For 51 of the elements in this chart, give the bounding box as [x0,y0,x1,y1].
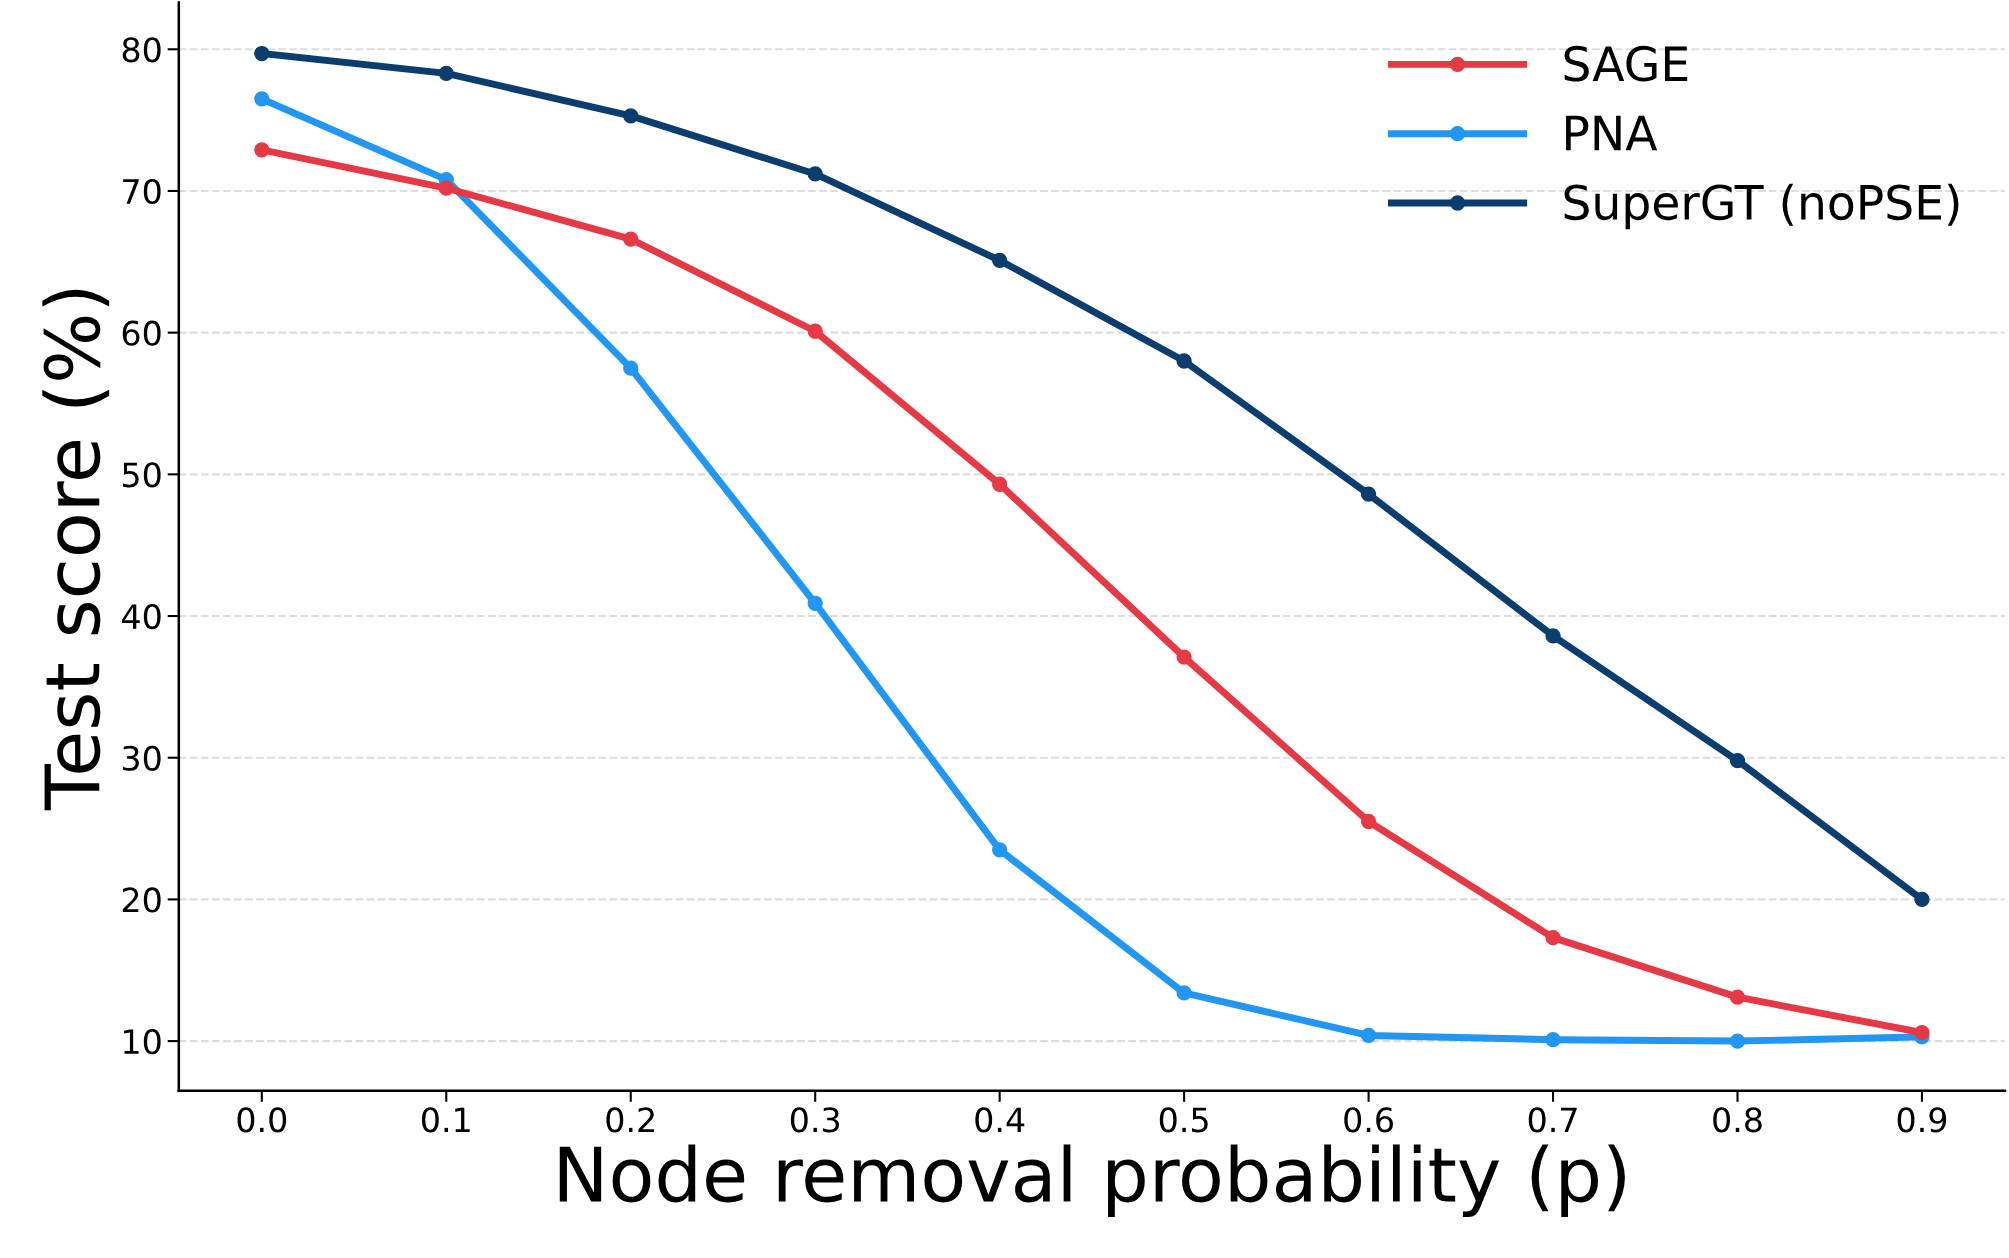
point [1914,1024,1930,1041]
x-tick-label: 0.4 [975,1107,1025,1133]
x-tick-label: 0.9 [1897,1107,1947,1133]
y-axis-title: Test score (%) [42,289,110,811]
point [1729,989,1746,1005]
point [992,842,1008,858]
y-tick-label: 20 [122,887,161,913]
point [1729,1033,1746,1049]
x-axis-title: Node removal probability (p) [559,1144,1625,1218]
y-tick-label: 80 [122,37,161,63]
point [438,180,454,196]
y-tick-label: 60 [122,320,161,346]
point [254,142,270,158]
point [1176,353,1192,369]
point [1360,486,1377,502]
point [254,91,270,107]
x-tick-label: 0.0 [237,1107,287,1133]
x-tick-label: 0.2 [606,1107,654,1133]
x-tick-label: 0.6 [1344,1107,1393,1133]
point [1545,628,1561,644]
x-tick-label: 0.3 [790,1107,840,1133]
point [623,360,639,376]
y-tick-label: 50 [122,462,161,488]
point [1729,752,1746,769]
point [1360,1027,1377,1044]
legend-label: SuperGT (noPSE) [1564,183,1959,230]
y-tick-label: 40 [122,603,161,630]
x-tick-label: 0.7 [1528,1107,1577,1133]
point [807,595,823,611]
point [1360,813,1377,830]
point [1176,985,1192,1001]
x-tick-label: 0.1 [421,1107,470,1133]
y-tick-label: 10 [124,1029,161,1055]
point [1914,891,1930,908]
legend-label: PNA [1566,115,1658,151]
point [807,323,823,339]
point [623,231,639,247]
point [1545,930,1561,946]
point [623,108,639,124]
y-tick-label: 30 [122,745,161,771]
point [807,166,823,182]
point [992,252,1008,269]
x-tick-label: 0.5 [1159,1107,1208,1133]
x-tick-label: 0.8 [1713,1107,1762,1133]
point [1176,649,1192,665]
point [992,476,1008,492]
point [438,65,454,81]
legend-label: SAGE [1564,45,1688,82]
point [1545,1032,1561,1048]
y-tick-label: 70 [123,178,161,205]
point [254,45,270,62]
